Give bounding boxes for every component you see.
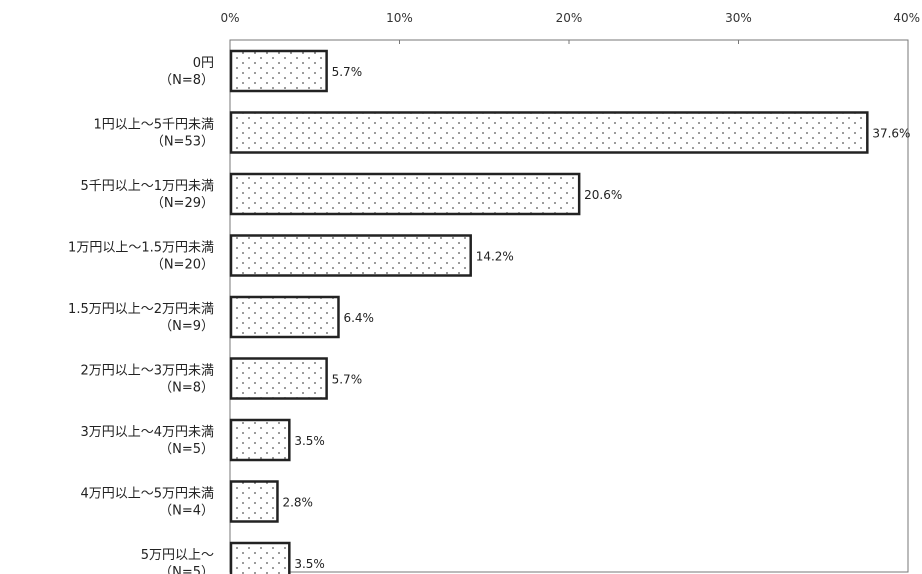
bar: [229, 172, 581, 216]
x-tick-label: 0%: [220, 11, 239, 25]
category-label: 0円（N=8）: [159, 56, 214, 88]
value-label: 2.8%: [282, 496, 313, 510]
category-label: 1万円以上～1.5万円未満（N=20）: [68, 241, 214, 273]
bar: [229, 234, 472, 277]
value-label: 37.6%: [872, 127, 910, 141]
bar: [229, 418, 291, 462]
bar: [229, 295, 340, 339]
category-label: 4万円以上～5万円未満（N=4）: [80, 487, 214, 519]
value-label: 6.4%: [343, 311, 374, 325]
bar: [229, 111, 869, 154]
bar: [229, 49, 328, 93]
x-tick-label: 40%: [893, 11, 920, 25]
category-label: 5千円以上～1万円未満（N=29）: [80, 179, 214, 211]
value-label: 3.5%: [294, 434, 325, 448]
value-label: 14.2%: [476, 250, 514, 264]
category-label: 3万円以上～4万円未満（N=5）: [80, 425, 214, 457]
bar: [229, 357, 328, 400]
bar: [229, 480, 279, 523]
category-label: 2万円以上～3万円未満（N=8）: [80, 364, 214, 396]
x-tick-label: 30%: [725, 11, 752, 25]
value-label: 20.6%: [584, 188, 622, 202]
category-label: 1.5万円以上～2万円未満（N=9）: [68, 302, 214, 334]
value-label: 5.7%: [332, 65, 363, 79]
x-tick-label: 20%: [556, 11, 583, 25]
category-label: 1円以上～5千円未満（N=53）: [93, 118, 214, 150]
value-label: 5.7%: [332, 373, 363, 387]
category-label: 5万円以上～（N=5）: [141, 548, 214, 574]
value-label: 3.5%: [294, 557, 325, 571]
bar: [229, 541, 291, 574]
x-tick-label: 10%: [386, 11, 413, 25]
